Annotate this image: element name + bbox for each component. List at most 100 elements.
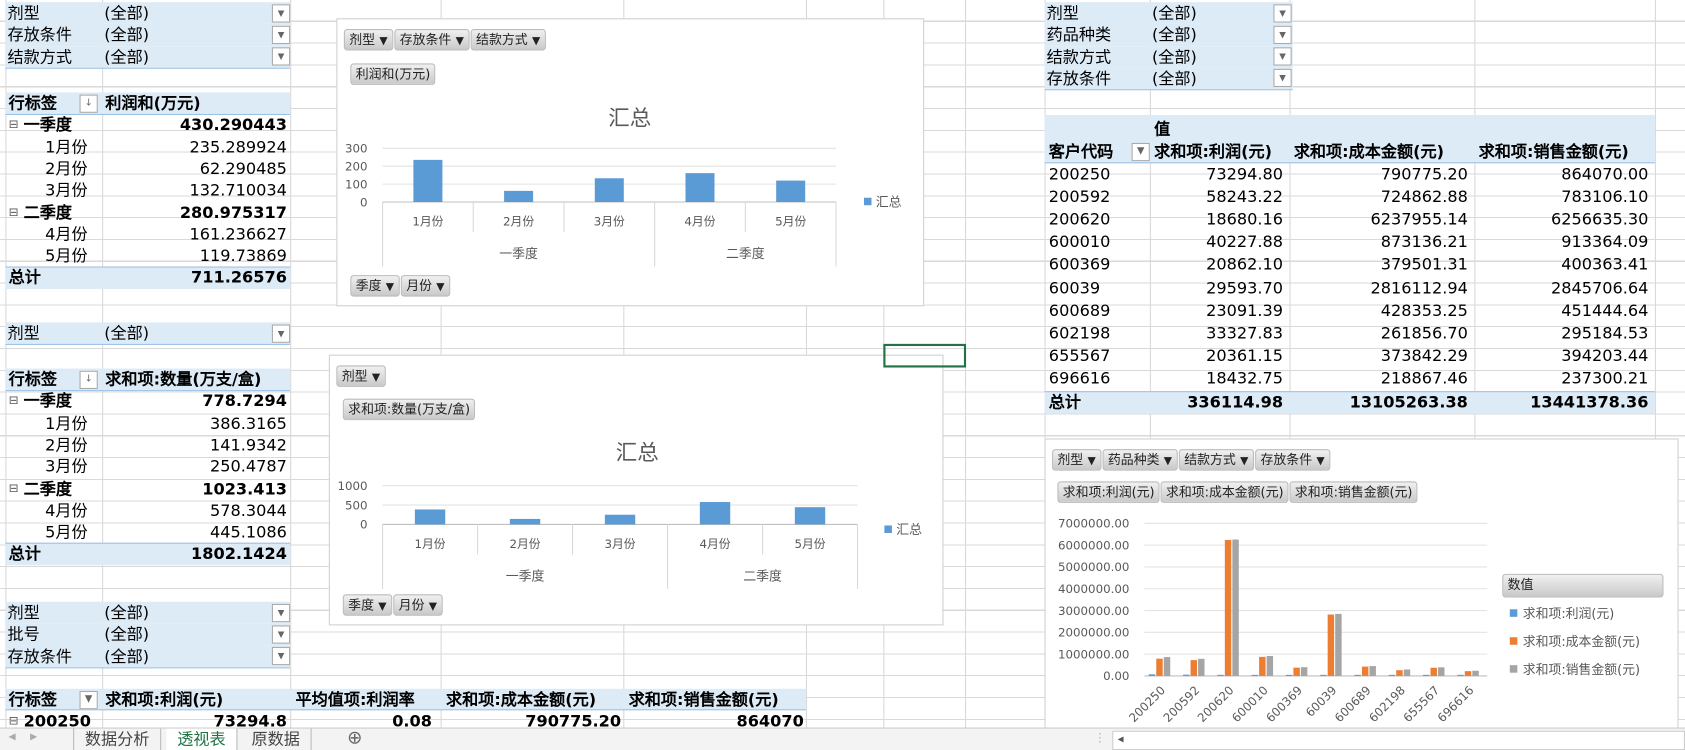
pivot-field-button[interactable]: 月份 ▼: [393, 594, 443, 616]
selected-cell[interactable]: [883, 343, 967, 368]
legend-header-button[interactable]: 数值: [1502, 573, 1664, 598]
pivot-field-button[interactable]: 求和项:成本金额(元): [1160, 481, 1289, 503]
row-value: 373842.29: [1380, 345, 1468, 366]
x-tick-label: 60039: [1303, 683, 1339, 719]
pivot-field-button[interactable]: 月份 ▼: [400, 275, 450, 297]
collapse-icon[interactable]: ⊟: [8, 204, 19, 219]
filter-dropdown-button[interactable]: ▼: [271, 603, 291, 622]
dropdown-arrow-icon: ▼: [1240, 455, 1249, 468]
bar: [1266, 656, 1274, 676]
customer-code[interactable]: 600010: [1048, 232, 1111, 252]
row-value: 790775.20: [525, 711, 622, 732]
pivot-field-button[interactable]: 剂型 ▼: [336, 365, 386, 387]
column-header: 求和项:销售金额(元): [628, 689, 779, 710]
y-tick-label: 2000000.00: [1058, 626, 1129, 640]
field-label: 月份: [398, 597, 425, 613]
legend-label: 求和项:销售金额(元): [1523, 662, 1640, 678]
pivot-field-button[interactable]: 存放条件 ▼: [1255, 449, 1331, 471]
filter-button[interactable]: ▼: [79, 690, 98, 709]
pivot-field-button[interactable]: 求和项:利润(元): [1057, 481, 1160, 503]
pivot-field-button[interactable]: 药品种类 ▼: [1102, 449, 1178, 471]
filter-button[interactable]: ▼: [1131, 142, 1150, 162]
pivot-field-button[interactable]: 剂型 ▼: [343, 29, 394, 51]
total-value: 711.26576: [191, 267, 287, 288]
pivot-field-button[interactable]: 结款方式 ▼: [1178, 449, 1254, 471]
row-label: 一季度: [23, 115, 73, 135]
dropdown-arrow-icon: ▼: [371, 371, 381, 384]
pivot-field-button[interactable]: 求和项:销售金额(元): [1289, 481, 1418, 503]
tab-scroll-right-icon[interactable]: ▸: [30, 728, 38, 745]
customer-code[interactable]: 600369: [1048, 255, 1111, 275]
y-tick-label: 1000: [337, 479, 367, 493]
dropdown-arrow-icon: ▼: [531, 35, 541, 48]
collapse-icon[interactable]: ⊟: [8, 713, 19, 728]
x-tick-label: 655567: [1400, 683, 1442, 725]
sort-filter-button[interactable]: ↓: [79, 94, 98, 113]
tab-原数据[interactable]: 原数据: [241, 728, 312, 750]
filter-dropdown-button[interactable]: ▼: [271, 47, 291, 66]
filter-dropdown-button[interactable]: ▼: [271, 647, 291, 666]
total-value: 13105263.38: [1349, 392, 1468, 412]
legend-swatch: [1509, 665, 1518, 673]
collapse-icon[interactable]: ⊟: [8, 117, 19, 132]
column-gridline: [1044, 0, 1046, 750]
value-field-button[interactable]: 利润和(万元): [350, 63, 436, 85]
pivot-field-button[interactable]: 结款方式 ▼: [470, 29, 546, 51]
filter-dropdown-button[interactable]: ▼: [271, 25, 291, 44]
filter-dropdown-button[interactable]: ▼: [1273, 25, 1292, 44]
row-label: 一季度: [23, 391, 73, 411]
customer-code[interactable]: 200592: [1048, 187, 1111, 207]
filter-dropdown-button[interactable]: ▼: [271, 625, 291, 644]
filter-dropdown-button[interactable]: ▼: [1273, 3, 1292, 23]
customer-code[interactable]: 602198: [1048, 323, 1111, 343]
x-tick-label: 600689: [1332, 683, 1374, 725]
tab-数据分析[interactable]: 数据分析: [73, 728, 162, 750]
customer-code[interactable]: 696616: [1048, 368, 1111, 388]
splitter-handle[interactable]: ⋮: [1093, 730, 1106, 745]
sort-filter-button[interactable]: ↓: [79, 370, 98, 389]
y-tick-label: 1000000.00: [1058, 647, 1129, 661]
customer-code[interactable]: 60039: [1048, 277, 1101, 298]
pivot-field-button[interactable]: 季度 ▼: [350, 275, 400, 297]
dropdown-arrow-icon: ▼: [379, 35, 388, 48]
filter-dropdown-button[interactable]: ▼: [1273, 47, 1292, 66]
bar: [1148, 674, 1156, 676]
value-field-button[interactable]: 求和项:数量(万支/盒): [342, 398, 476, 421]
pivot-chart[interactable]: 剂型 ▼ 存放条件 ▼ 结款方式 ▼ 利润和(万元) 汇总 季度 ▼ 月份 ▼ 0 100 200 300 1月…: [336, 18, 925, 307]
row-value: 33327.83: [1206, 323, 1284, 343]
customer-code[interactable]: 600689: [1048, 300, 1111, 320]
row-value: 428353.25: [1380, 300, 1468, 320]
pivot-chart[interactable]: 剂型 ▼ 药品种类 ▼ 结款方式 ▼ 存放条件 ▼ 求和项:利润(元) 求和项:成本金额(元) 求和…: [1044, 438, 1679, 750]
row-label: 1月份: [45, 413, 88, 433]
filter-value: (全部): [104, 624, 150, 645]
header-border: [5, 114, 291, 116]
y-tick-label: 0: [360, 195, 368, 209]
pivot-chart[interactable]: 剂型 ▼ 求和项:数量(万支/盒) 汇总 季度 ▼ 月份 ▼ 0 500 1000 1月份 2月份 3月份…: [328, 354, 944, 626]
row-value: 913364.09: [1561, 232, 1649, 252]
collapse-icon[interactable]: ⊟: [8, 480, 19, 495]
bar: [685, 173, 715, 203]
collapse-icon[interactable]: ⊟: [8, 393, 19, 408]
column-gridline: [1149, 0, 1151, 750]
pivot-field-button[interactable]: 季度 ▼: [342, 594, 392, 616]
add-sheet-button[interactable]: ⊕: [347, 727, 363, 749]
tab-透视表[interactable]: 透视表: [166, 728, 238, 750]
pivot-field-button[interactable]: 剂型 ▼: [1052, 449, 1102, 471]
pivot-field-button[interactable]: 存放条件 ▼: [394, 29, 470, 51]
customer-code[interactable]: 200250: [1048, 164, 1111, 184]
horizontal-scrollbar[interactable]: ◂: [1112, 730, 1685, 750]
row-value: 451444.64: [1561, 300, 1649, 320]
scroll-left-arrow-icon[interactable]: ◂: [1117, 731, 1124, 746]
tab-scroll-left-icon[interactable]: ◂: [8, 728, 16, 745]
filter-dropdown-button[interactable]: ▼: [271, 3, 291, 23]
filter-dropdown-button[interactable]: ▼: [1273, 69, 1292, 88]
filter-dropdown-button[interactable]: ▼: [271, 323, 291, 343]
field-label: 存放条件: [1260, 452, 1313, 468]
row-value: 261856.70: [1380, 323, 1468, 343]
filter-label: 存放条件: [7, 646, 73, 666]
customer-code[interactable]: 200620: [1048, 209, 1111, 230]
x-tick-label: 2月份: [503, 215, 534, 229]
customer-code[interactable]: 655567: [1048, 345, 1111, 366]
x-tick-label: 2月份: [509, 537, 540, 551]
